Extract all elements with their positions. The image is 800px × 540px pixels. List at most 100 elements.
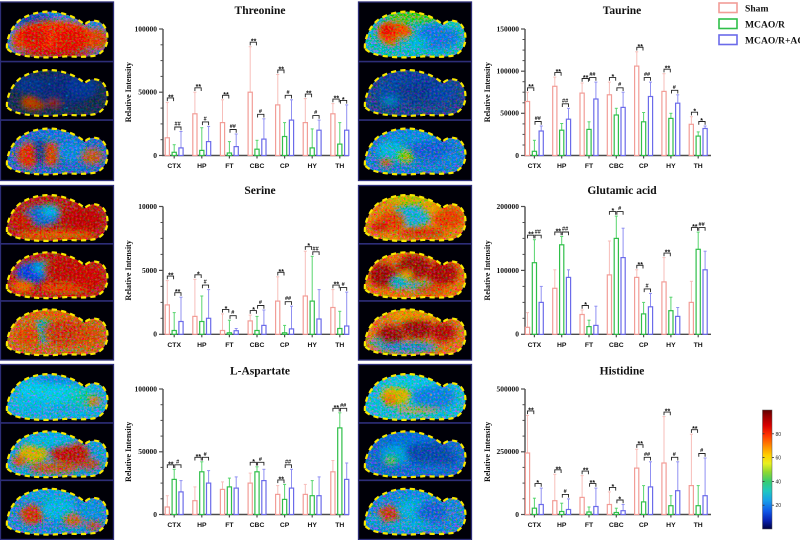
- svg-text:*: *: [307, 243, 310, 250]
- svg-text:**: **: [692, 224, 698, 231]
- svg-text:**: **: [278, 67, 284, 74]
- svg-text:CBC: CBC: [250, 522, 265, 529]
- svg-text:#: #: [204, 116, 207, 122]
- svg-text:CP: CP: [639, 163, 649, 170]
- svg-text:Taurine: Taurine: [603, 5, 642, 17]
- svg-text:20: 20: [776, 503, 782, 509]
- svg-text:CTX: CTX: [167, 163, 181, 170]
- svg-text:**: **: [168, 94, 174, 101]
- svg-text:HY: HY: [307, 163, 317, 170]
- svg-text:##: ##: [644, 72, 650, 78]
- svg-text:CBC: CBC: [609, 342, 624, 349]
- svg-text:**: **: [556, 69, 562, 76]
- svg-text:##: ##: [644, 452, 650, 458]
- svg-text:CTX: CTX: [167, 342, 181, 349]
- svg-text:150000: 150000: [497, 24, 520, 33]
- svg-text:50000: 50000: [138, 447, 157, 456]
- svg-text:CTX: CTX: [528, 163, 542, 170]
- svg-text:**: **: [278, 476, 284, 483]
- svg-text:#: #: [645, 283, 648, 289]
- svg-text:TH: TH: [694, 522, 703, 529]
- svg-text:**: **: [334, 282, 340, 289]
- svg-text:MCAO/R+AC: MCAO/R+AC: [745, 36, 800, 47]
- svg-text:FT: FT: [225, 163, 234, 170]
- svg-text:##: ##: [699, 222, 705, 228]
- svg-text:TH: TH: [335, 342, 344, 349]
- svg-text:##: ##: [313, 246, 319, 252]
- svg-text:0: 0: [153, 330, 157, 339]
- svg-text:**: **: [692, 426, 698, 433]
- svg-text:#: #: [176, 459, 179, 465]
- svg-text:TH: TH: [694, 342, 703, 349]
- svg-text:##: ##: [340, 403, 346, 409]
- svg-text:Relative Intensity: Relative Intensity: [124, 422, 133, 482]
- svg-text:**: **: [334, 405, 340, 412]
- svg-text:CP: CP: [280, 522, 290, 529]
- svg-text:HY: HY: [666, 522, 676, 529]
- svg-text:0: 0: [515, 151, 519, 160]
- svg-text:HP: HP: [557, 163, 567, 170]
- svg-text:*: *: [536, 480, 539, 487]
- svg-text:HY: HY: [307, 522, 317, 529]
- svg-text:CP: CP: [639, 522, 649, 529]
- svg-text:#: #: [259, 457, 262, 463]
- svg-text:MCAO/R: MCAO/R: [745, 20, 786, 31]
- svg-text:**: **: [196, 454, 202, 461]
- svg-text:100000: 100000: [497, 266, 520, 275]
- svg-text:*: *: [342, 97, 345, 104]
- svg-text:##: ##: [562, 227, 568, 233]
- svg-text:40: 40: [776, 479, 782, 485]
- svg-text:CP: CP: [280, 342, 290, 349]
- svg-text:100000: 100000: [497, 67, 520, 76]
- svg-text:10000: 10000: [138, 202, 157, 211]
- svg-text:##: ##: [175, 122, 181, 128]
- svg-text:#: #: [618, 82, 621, 88]
- svg-text:*: *: [693, 109, 696, 116]
- svg-text:*: *: [197, 271, 200, 278]
- svg-text:HP: HP: [197, 522, 207, 529]
- svg-text:**: **: [665, 66, 671, 73]
- svg-text:#: #: [673, 85, 676, 91]
- svg-text:CTX: CTX: [528, 522, 542, 529]
- svg-text:#: #: [259, 109, 262, 115]
- svg-text:5000: 5000: [142, 266, 157, 275]
- svg-text:HY: HY: [666, 163, 676, 170]
- svg-text:CBC: CBC: [250, 163, 265, 170]
- svg-text:TH: TH: [694, 163, 703, 170]
- svg-text:0: 0: [153, 151, 157, 160]
- svg-text:Relative Intensity: Relative Intensity: [483, 62, 492, 122]
- svg-text:**: **: [590, 480, 596, 487]
- svg-text:CP: CP: [280, 163, 290, 170]
- svg-text:**: **: [637, 262, 643, 269]
- svg-text:50000: 50000: [138, 88, 157, 97]
- svg-text:#: #: [231, 310, 234, 316]
- svg-text:0: 0: [515, 330, 519, 339]
- svg-text:##: ##: [535, 230, 541, 236]
- svg-text:*: *: [612, 208, 615, 215]
- svg-text:Histidine: Histidine: [600, 366, 645, 378]
- svg-text:50000: 50000: [500, 109, 519, 118]
- svg-text:200000: 200000: [497, 202, 520, 211]
- svg-text:Threonine: Threonine: [235, 5, 286, 17]
- svg-text:60: 60: [776, 456, 782, 462]
- svg-text:**: **: [528, 232, 534, 239]
- svg-text:**: **: [334, 96, 340, 103]
- svg-text:##: ##: [285, 459, 291, 465]
- svg-text:*: *: [700, 118, 703, 125]
- svg-text:CBC: CBC: [609, 163, 624, 170]
- svg-text:TH: TH: [335, 163, 344, 170]
- svg-text:#: #: [564, 489, 567, 495]
- svg-text:Relative Intensity: Relative Intensity: [483, 240, 492, 300]
- svg-text:Serine: Serine: [244, 185, 275, 197]
- svg-text:##: ##: [562, 98, 568, 104]
- svg-text:#: #: [673, 452, 676, 458]
- svg-text:*: *: [252, 307, 255, 314]
- svg-text:CP: CP: [639, 342, 649, 349]
- svg-text:FT: FT: [585, 342, 594, 349]
- svg-text:**: **: [168, 273, 174, 280]
- svg-text:**: **: [556, 229, 562, 236]
- svg-text:0: 0: [153, 510, 157, 519]
- svg-text:HY: HY: [307, 342, 317, 349]
- svg-text:#: #: [204, 280, 207, 286]
- svg-text:**: **: [665, 250, 671, 257]
